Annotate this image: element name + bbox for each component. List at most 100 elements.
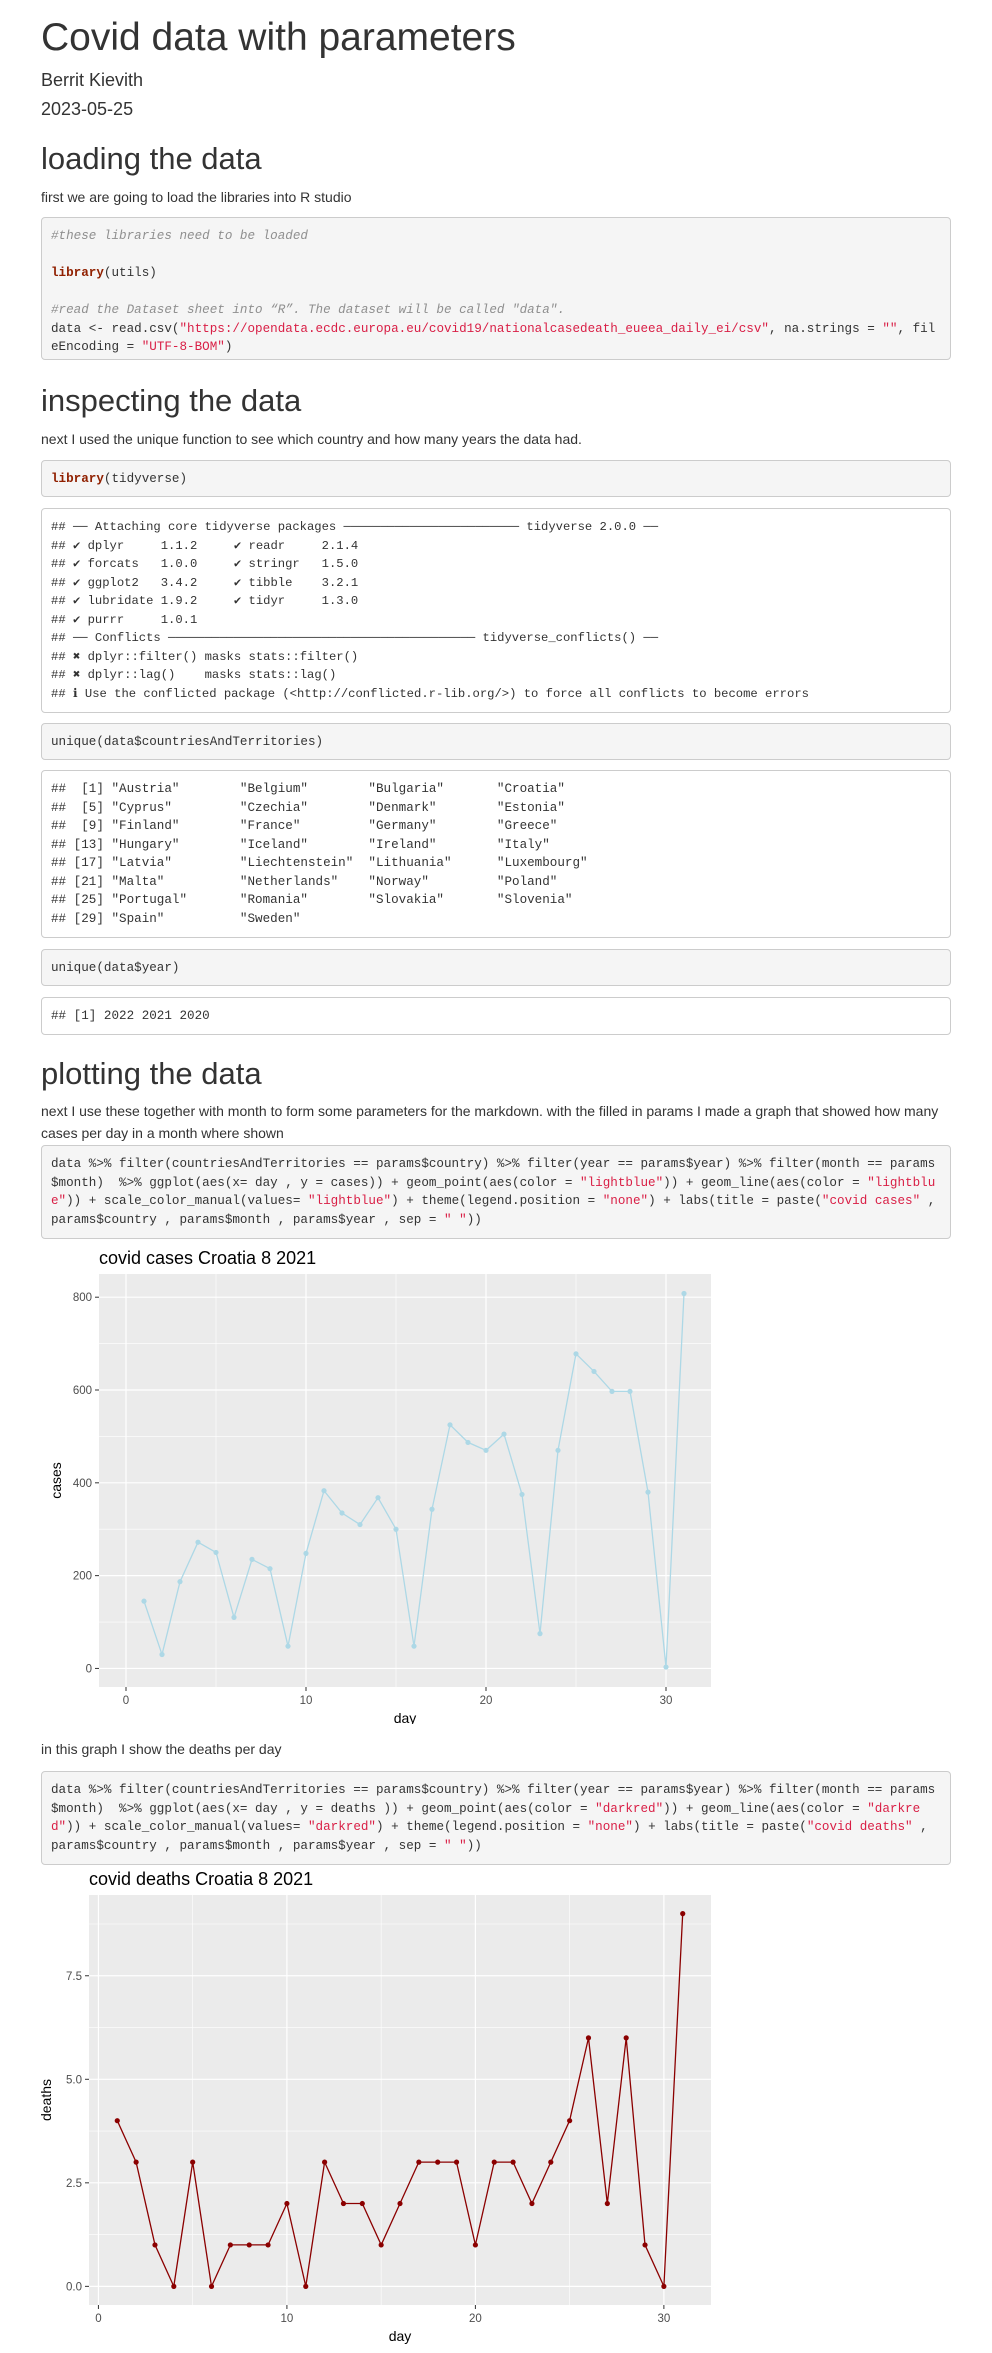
chart-title: covid cases Croatia 8 2021 (99, 1248, 316, 1268)
x-tick-label: 30 (657, 2313, 670, 2325)
code-text: ) + labs(title = paste( (632, 1820, 807, 1834)
code-text: , params$country , params$month , params… (51, 1820, 936, 1853)
section-heading-loading: loading the data (41, 141, 262, 176)
data-point (114, 2118, 120, 2124)
data-point (447, 1422, 453, 1428)
document-author: Berrit Kievith (41, 70, 144, 90)
y-tick-label: 800 (73, 1292, 92, 1304)
code-text: )) (466, 1838, 482, 1853)
plot-panel (89, 1895, 711, 2305)
plot-panel (99, 1274, 711, 1687)
data-point (357, 1521, 363, 1528)
data-point (171, 2283, 177, 2289)
data-point (661, 2283, 667, 2289)
x-axis-label: day (394, 1710, 417, 1724)
code-string: "none" (587, 1820, 633, 1834)
code-keyword: library (51, 266, 104, 280)
data-point (465, 1439, 471, 1446)
data-point (555, 1447, 561, 1453)
code-string: "lightblue" (580, 1175, 664, 1190)
code-block-unique-countries[interactable]: unique(data$countriesAndTerritories) (41, 723, 951, 760)
code-block-unique-year[interactable]: unique(data$year) (41, 949, 951, 986)
data-point (195, 1539, 201, 1545)
data-point (510, 2159, 516, 2165)
data-point (491, 2159, 497, 2165)
y-axis-label: deaths (41, 2079, 54, 2121)
code-block-load-libraries[interactable]: #these libraries need to be loaded libra… (41, 217, 951, 360)
code-text: (utils) (103, 266, 157, 280)
y-tick-label: 2.5 (66, 2178, 82, 2190)
code-text: ) (224, 340, 233, 354)
code-text: , na.strings = (768, 321, 883, 336)
code-text: )) + geom_line(aes(color = (663, 1175, 868, 1190)
data-point (141, 1598, 147, 1604)
y-axis-label: cases (48, 1462, 64, 1499)
data-point (642, 2242, 648, 2248)
data-point (321, 1488, 327, 1494)
data-point (483, 1447, 489, 1453)
code-comment: #these libraries need to be loaded (51, 229, 308, 243)
code-string: "lightblue" (307, 1194, 392, 1208)
code-text: data <- read.csv( (51, 321, 180, 336)
code-text: )) + scale_color_manual(values= (66, 1820, 308, 1834)
data-point (680, 1911, 686, 1917)
data-point (133, 2159, 139, 2165)
code-keyword: library (51, 472, 104, 486)
data-point (604, 2200, 610, 2207)
code-block-load-tidyverse[interactable]: library(tidyverse) (41, 460, 951, 497)
data-point (190, 2159, 196, 2165)
section-heading-plotting: plotting the data (41, 1056, 262, 1091)
data-point (213, 1549, 219, 1556)
data-point (627, 1388, 633, 1395)
y-tick-label: 5.0 (66, 2074, 82, 2086)
data-point (472, 2242, 478, 2248)
data-point (411, 1643, 417, 1649)
output-countries: ## [1] "Austria" "Belgium" "Bulgaria" "C… (41, 770, 951, 938)
x-tick-label: 10 (300, 1695, 313, 1707)
code-string: "UTF-8-BOM" (141, 340, 225, 354)
y-tick-label: 600 (73, 1385, 92, 1397)
y-tick-label: 0.0 (66, 2281, 82, 2293)
x-tick-label: 0 (95, 2313, 101, 2325)
chart-title: covid deaths Croatia 8 2021 (89, 1870, 313, 1889)
data-point (177, 1579, 183, 1585)
code-text: )) + geom_line(aes(color = (663, 1801, 868, 1816)
data-point (429, 1506, 435, 1512)
data-point (663, 1664, 669, 1670)
data-point (375, 1495, 381, 1501)
code-text: , params$country , params$month , params… (51, 1194, 943, 1227)
data-point (378, 2242, 384, 2248)
code-text: )) (466, 1212, 482, 1227)
code-text: )) + scale_color_manual(values= (66, 1194, 308, 1208)
deaths-intro-text: in this graph I show the deaths per day (41, 1741, 282, 1757)
code-string: "lightblue" (51, 1175, 936, 1209)
document-title: Covid data with parameters (41, 16, 516, 59)
data-point (435, 2159, 441, 2165)
data-point (246, 2242, 252, 2248)
data-point (573, 1351, 579, 1357)
inspecting-intro-text: next I used the unique function to see w… (41, 431, 582, 447)
code-string: "none" (602, 1194, 649, 1208)
document-date: 2023-05-25 (41, 99, 134, 119)
x-tick-label: 20 (480, 1695, 493, 1707)
code-string: "covid cases" (821, 1194, 921, 1208)
data-point (623, 2035, 629, 2041)
code-block-cases-plot[interactable]: data %>% filter(countriesAndTerritories … (41, 1145, 951, 1239)
loading-intro-text: first we are going to load the libraries… (41, 189, 352, 205)
code-block-deaths-plot[interactable]: data %>% filter(countriesAndTerritories … (41, 1771, 951, 1865)
chart-covid-cases: covid cases Croatia 8 2021 0 10 20 30 0 200 400… (48, 1248, 711, 1724)
data-point (231, 1614, 237, 1620)
output-tidyverse-attach: ## ── Attaching core tidyverse packages … (41, 508, 951, 713)
code-text: ) + labs(title = paste( (648, 1194, 822, 1208)
plotting-intro-text: next I use these together with month to … (41, 1103, 939, 1141)
data-point (519, 1491, 525, 1498)
code-text: data %>% filter(countriesAndTerritories … (51, 1157, 936, 1190)
data-point (159, 1651, 165, 1658)
data-point (267, 1566, 273, 1572)
data-point (303, 1550, 309, 1556)
code-string: "darkred" (595, 1801, 664, 1816)
y-tick-label: 200 (73, 1571, 92, 1583)
data-point (609, 1388, 615, 1395)
output-years: ## [1] 2022 2021 2020 (41, 997, 951, 1035)
code-text: (tidyverse) (103, 472, 188, 486)
